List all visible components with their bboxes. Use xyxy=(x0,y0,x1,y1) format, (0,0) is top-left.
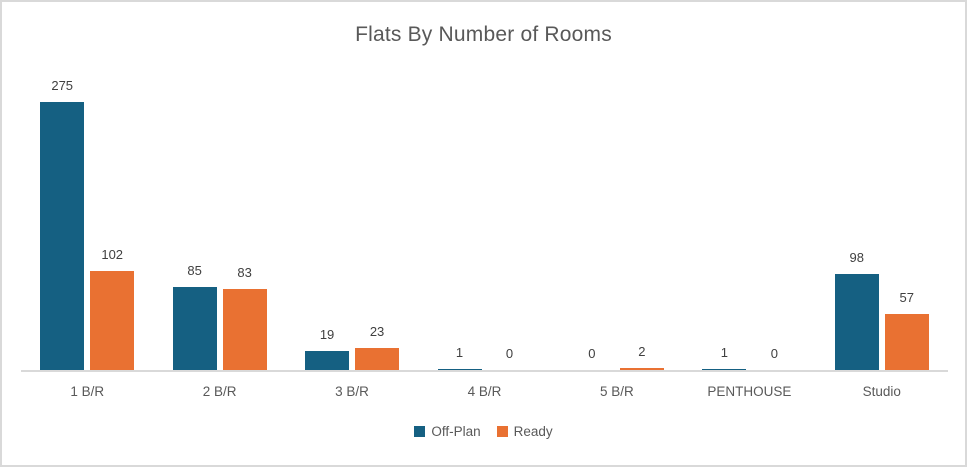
data-label: 98 xyxy=(849,250,865,265)
x-tick-label: 5 B/R xyxy=(600,384,634,399)
bar-ready xyxy=(355,348,400,370)
data-label: 0 xyxy=(505,346,514,361)
data-label: 85 xyxy=(187,263,202,278)
x-tick-label: PENTHOUSE xyxy=(707,384,792,399)
x-axis-labels: 1 B/R 2 B/R 3 B/R 4 B/R 5 B/R PENTHOUSE Studio xyxy=(21,384,948,404)
bar-off-plan xyxy=(437,369,482,370)
bar-ready xyxy=(619,368,664,370)
data-label: 275 xyxy=(51,78,74,93)
chart-title: Flats By Number of Rooms xyxy=(355,23,612,46)
bar-off-plan xyxy=(305,351,350,370)
data-label: 0 xyxy=(770,346,778,361)
data-label: 2 xyxy=(638,344,646,359)
legend-swatch-off-plan xyxy=(414,426,426,437)
legend: Off-Plan Ready xyxy=(2,424,965,439)
legend-label-ready: Ready xyxy=(513,424,553,439)
bar-off-plan xyxy=(702,369,747,370)
x-tick-label: 1 B/R xyxy=(70,384,105,399)
data-label: 102 xyxy=(101,247,124,262)
x-axis-line xyxy=(21,370,948,372)
bar-off-plan xyxy=(834,274,879,370)
legend-swatch-ready xyxy=(496,426,508,437)
data-label: 1 xyxy=(455,345,464,360)
data-label: 83 xyxy=(237,265,252,280)
plot-area: 275 102 85 83 19 23 1 0 0 2 1 0 98 57 xyxy=(21,2,948,370)
bar-ready xyxy=(884,314,929,370)
bar-ready xyxy=(222,289,267,370)
x-tick-label: 4 B/R xyxy=(467,384,502,399)
bar-ready xyxy=(90,271,135,370)
x-tick-label: 2 B/R xyxy=(202,384,237,399)
x-tick-label: Studio xyxy=(862,384,901,399)
data-label: 57 xyxy=(899,290,915,305)
legend-label-off-plan: Off-Plan xyxy=(431,424,481,439)
bar-off-plan xyxy=(172,287,217,370)
data-label: 23 xyxy=(369,324,385,339)
data-label: 19 xyxy=(319,327,335,342)
legend-item-off-plan: Off-Plan xyxy=(414,424,481,439)
bar-off-plan xyxy=(40,102,85,370)
data-label: 1 xyxy=(720,345,728,360)
data-label: 0 xyxy=(588,346,596,361)
legend-item-ready: Ready xyxy=(496,424,553,439)
x-tick-label: 3 B/R xyxy=(335,384,369,399)
